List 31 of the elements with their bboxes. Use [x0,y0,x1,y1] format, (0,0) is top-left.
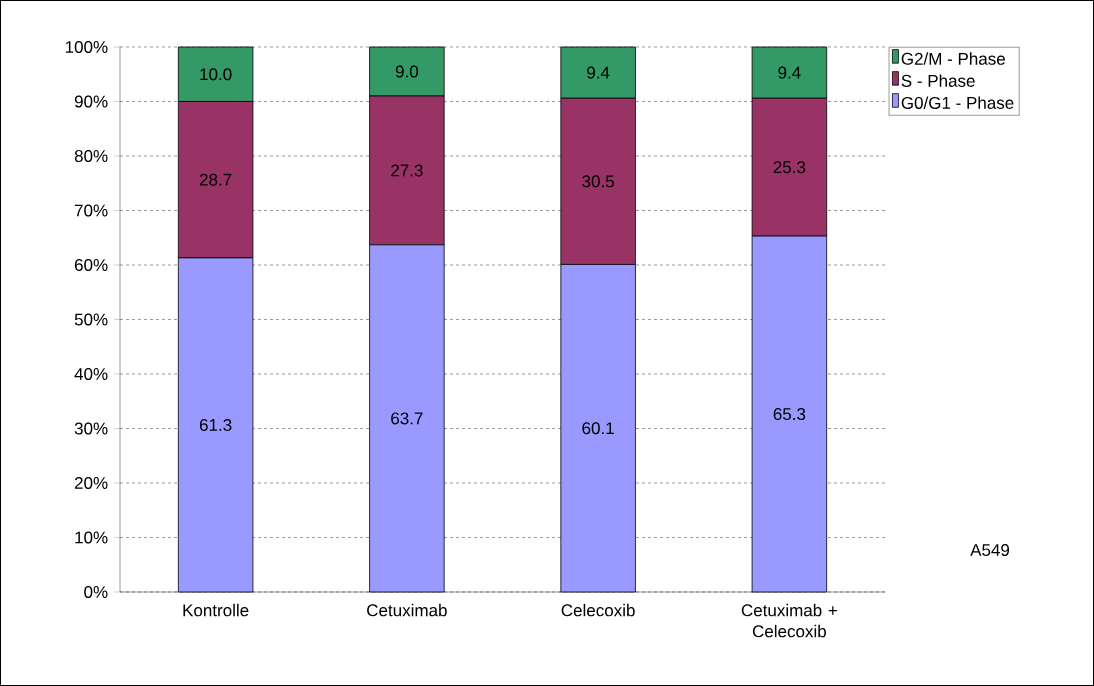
legend-label: G0/G1 - Phase [901,96,1014,109]
y-tick-label: 20% [74,476,108,490]
y-tick-label: 10% [75,531,108,544]
y-tick-label: 0% [84,585,108,599]
x-tick-label: Cetuximab [367,603,447,617]
legend-label: G2/M - Phase [901,52,1005,65]
data-label: 65.3 [773,408,806,421]
data-label: 9.4 [587,66,610,79]
y-tick-label: 100% [65,40,108,54]
y-tick-label: 40% [74,367,108,381]
x-tick-label: Kontrolle [183,603,249,617]
y-tick-label: 70% [74,204,108,217]
data-label: 27.3 [391,164,423,177]
data-label: 9.4 [778,66,801,79]
legend-label: S - Phase [901,74,975,87]
data-label: 10.0 [200,68,232,81]
y-tick-label: 60% [74,258,108,272]
data-label: 63.7 [391,412,423,425]
data-label: 9.0 [395,65,419,78]
data-label: 61.3 [199,418,232,431]
data-label: 30.5 [582,175,614,188]
y-tick-label: 30% [74,422,108,435]
x-tick-label: Cetuximab + Celecoxib [741,603,837,638]
data-label: 25.3 [773,161,806,174]
y-tick-label: 50% [74,313,108,326]
data-label: 60.1 [582,422,614,435]
text: A549 [970,543,1010,557]
y-tick-label: 90% [74,95,108,108]
y-tick-label: 80% [74,149,108,163]
x-tick-label: Celecoxib [561,603,635,617]
data-label: 28.7 [199,173,232,186]
